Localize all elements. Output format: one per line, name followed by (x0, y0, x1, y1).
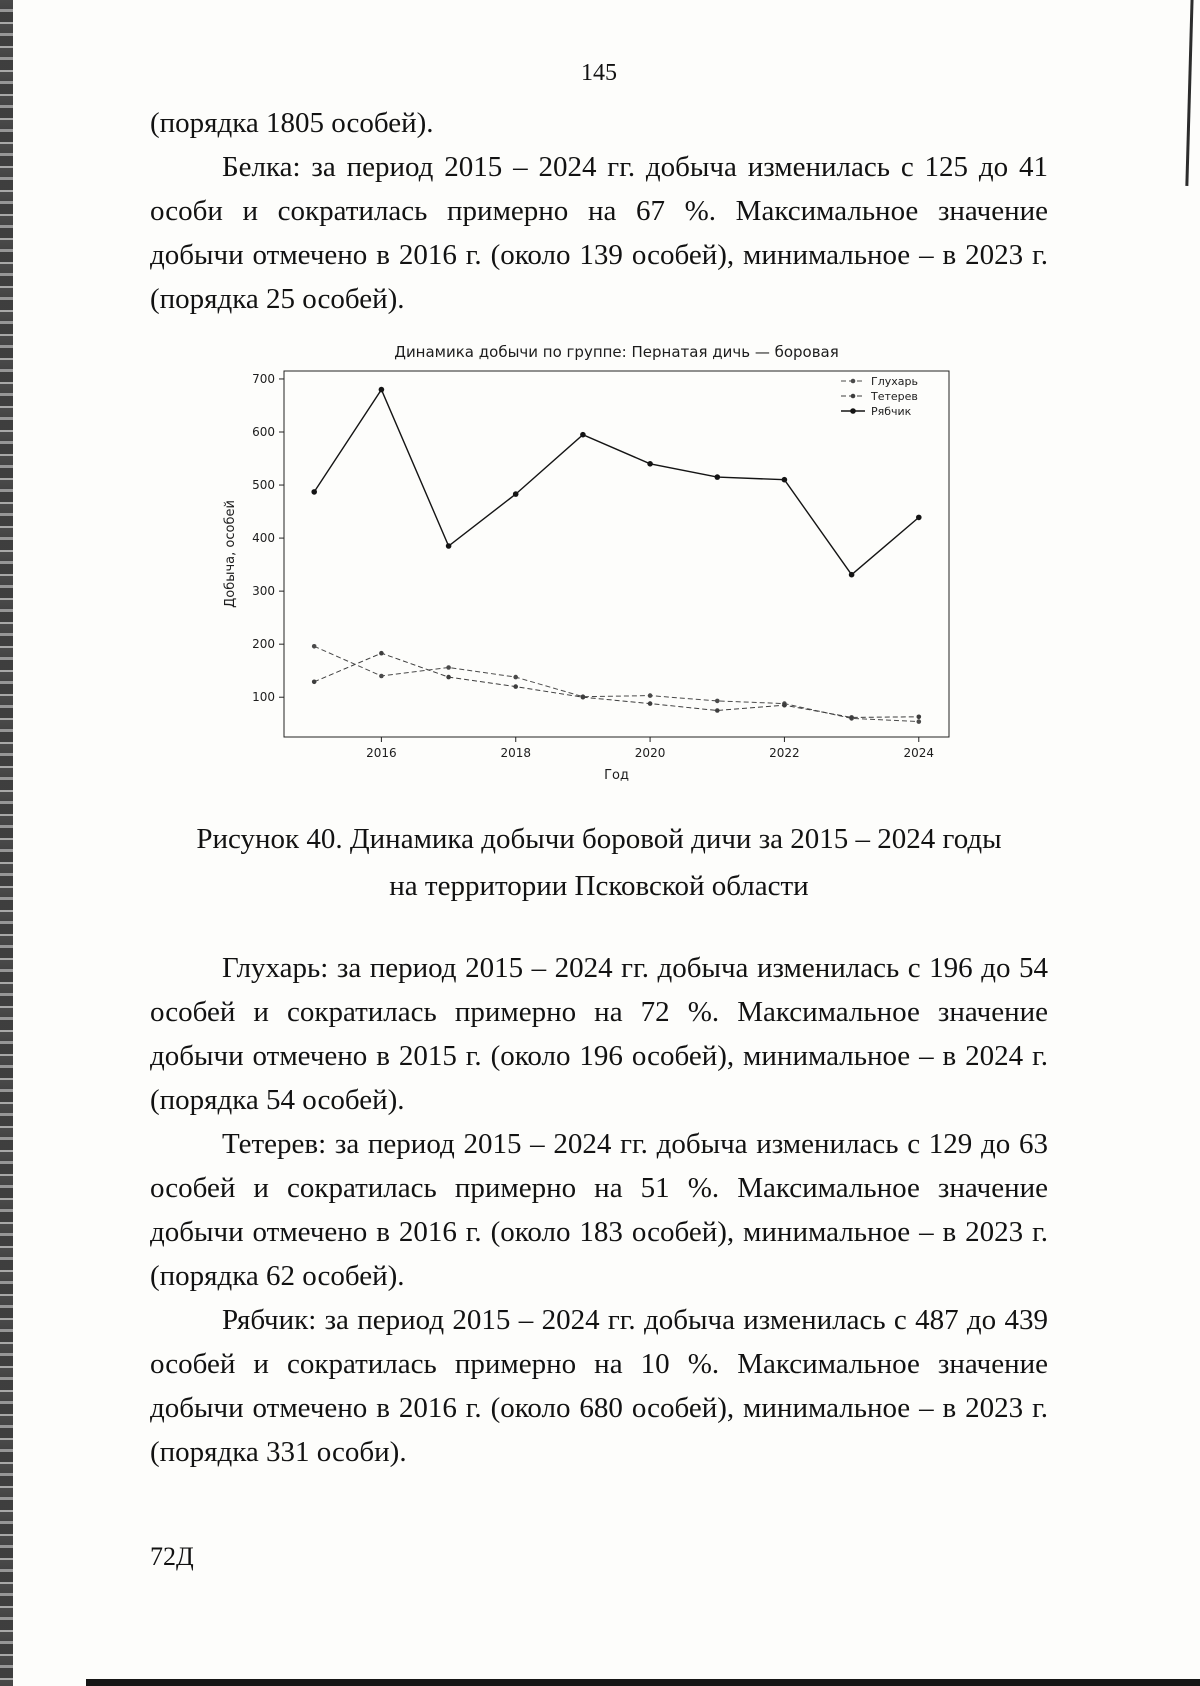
svg-text:Глухарь: Глухарь (871, 375, 918, 388)
svg-text:500: 500 (252, 478, 275, 492)
svg-text:200: 200 (252, 637, 275, 651)
chart-title: Динамика добычи по группе: Пернатая дичь… (394, 343, 839, 361)
svg-text:2018: 2018 (500, 746, 531, 760)
svg-text:400: 400 (252, 531, 275, 545)
svg-text:2022: 2022 (769, 746, 800, 760)
svg-text:100: 100 (252, 690, 275, 704)
scan-artifact-left-strip (0, 0, 13, 1686)
svg-text:Тетерев: Тетерев (870, 390, 918, 403)
x-axis-label: Год (604, 768, 629, 783)
chart-legend: Глухарь Тетерев Рябчик (841, 375, 918, 418)
page-content: 145 (порядка 1805 особей). Белка: за пер… (150, 60, 1048, 1474)
svg-text:Рябчик: Рябчик (871, 405, 912, 418)
figure-caption-line1: Рисунок 40. Динамика добычи боровой дичи… (196, 823, 1002, 855)
series-Тетерев (311, 650, 922, 720)
paragraph-teterev: Тетерев: за период 2015 – 2024 гг. добыч… (150, 1128, 1048, 1292)
series-Глухарь (311, 644, 922, 724)
svg-text:600: 600 (252, 425, 275, 439)
figure-40: Динамика добычи по группе: Пернатая дичь… (220, 341, 1048, 794)
y-axis: 100 200 300 400 500 600 700 (252, 372, 284, 704)
paragraph-ryabchik: Рябчик: за период 2015 – 2024 гг. добыча… (150, 1304, 1048, 1468)
figure-caption: Рисунок 40. Динамика добычи боровой дичи… (150, 816, 1048, 910)
page-footer-code: 72Д (150, 1542, 194, 1571)
plot-frame (283, 370, 950, 738)
svg-text:2020: 2020 (635, 746, 666, 760)
scan-artifact-bottom-band (86, 1679, 1200, 1686)
svg-text:300: 300 (252, 584, 275, 598)
svg-text:700: 700 (252, 372, 275, 386)
paragraph-intro: (порядка 1805 особей). (150, 107, 434, 139)
paragraph-glukhar: Глухарь: за период 2015 – 2024 гг. добыч… (150, 952, 1048, 1116)
series-Рябчик (311, 386, 922, 578)
scan-artifact-right-line (1185, 0, 1194, 187)
x-axis: 2016 2018 2020 2022 2024 (366, 737, 934, 760)
svg-text:2016: 2016 (366, 746, 397, 760)
paragraph-belka: Белка: за период 2015 – 2024 гг. добыча … (150, 151, 1048, 315)
figure-caption-line2: на территории Псковской области (389, 870, 809, 902)
page-number: 145 (581, 60, 617, 86)
y-axis-label: Добыча, особей (223, 500, 238, 608)
svg-text:2024: 2024 (903, 746, 934, 760)
figure-40-chart: Динамика добычи по группе: Пернатая дичь… (223, 343, 950, 783)
